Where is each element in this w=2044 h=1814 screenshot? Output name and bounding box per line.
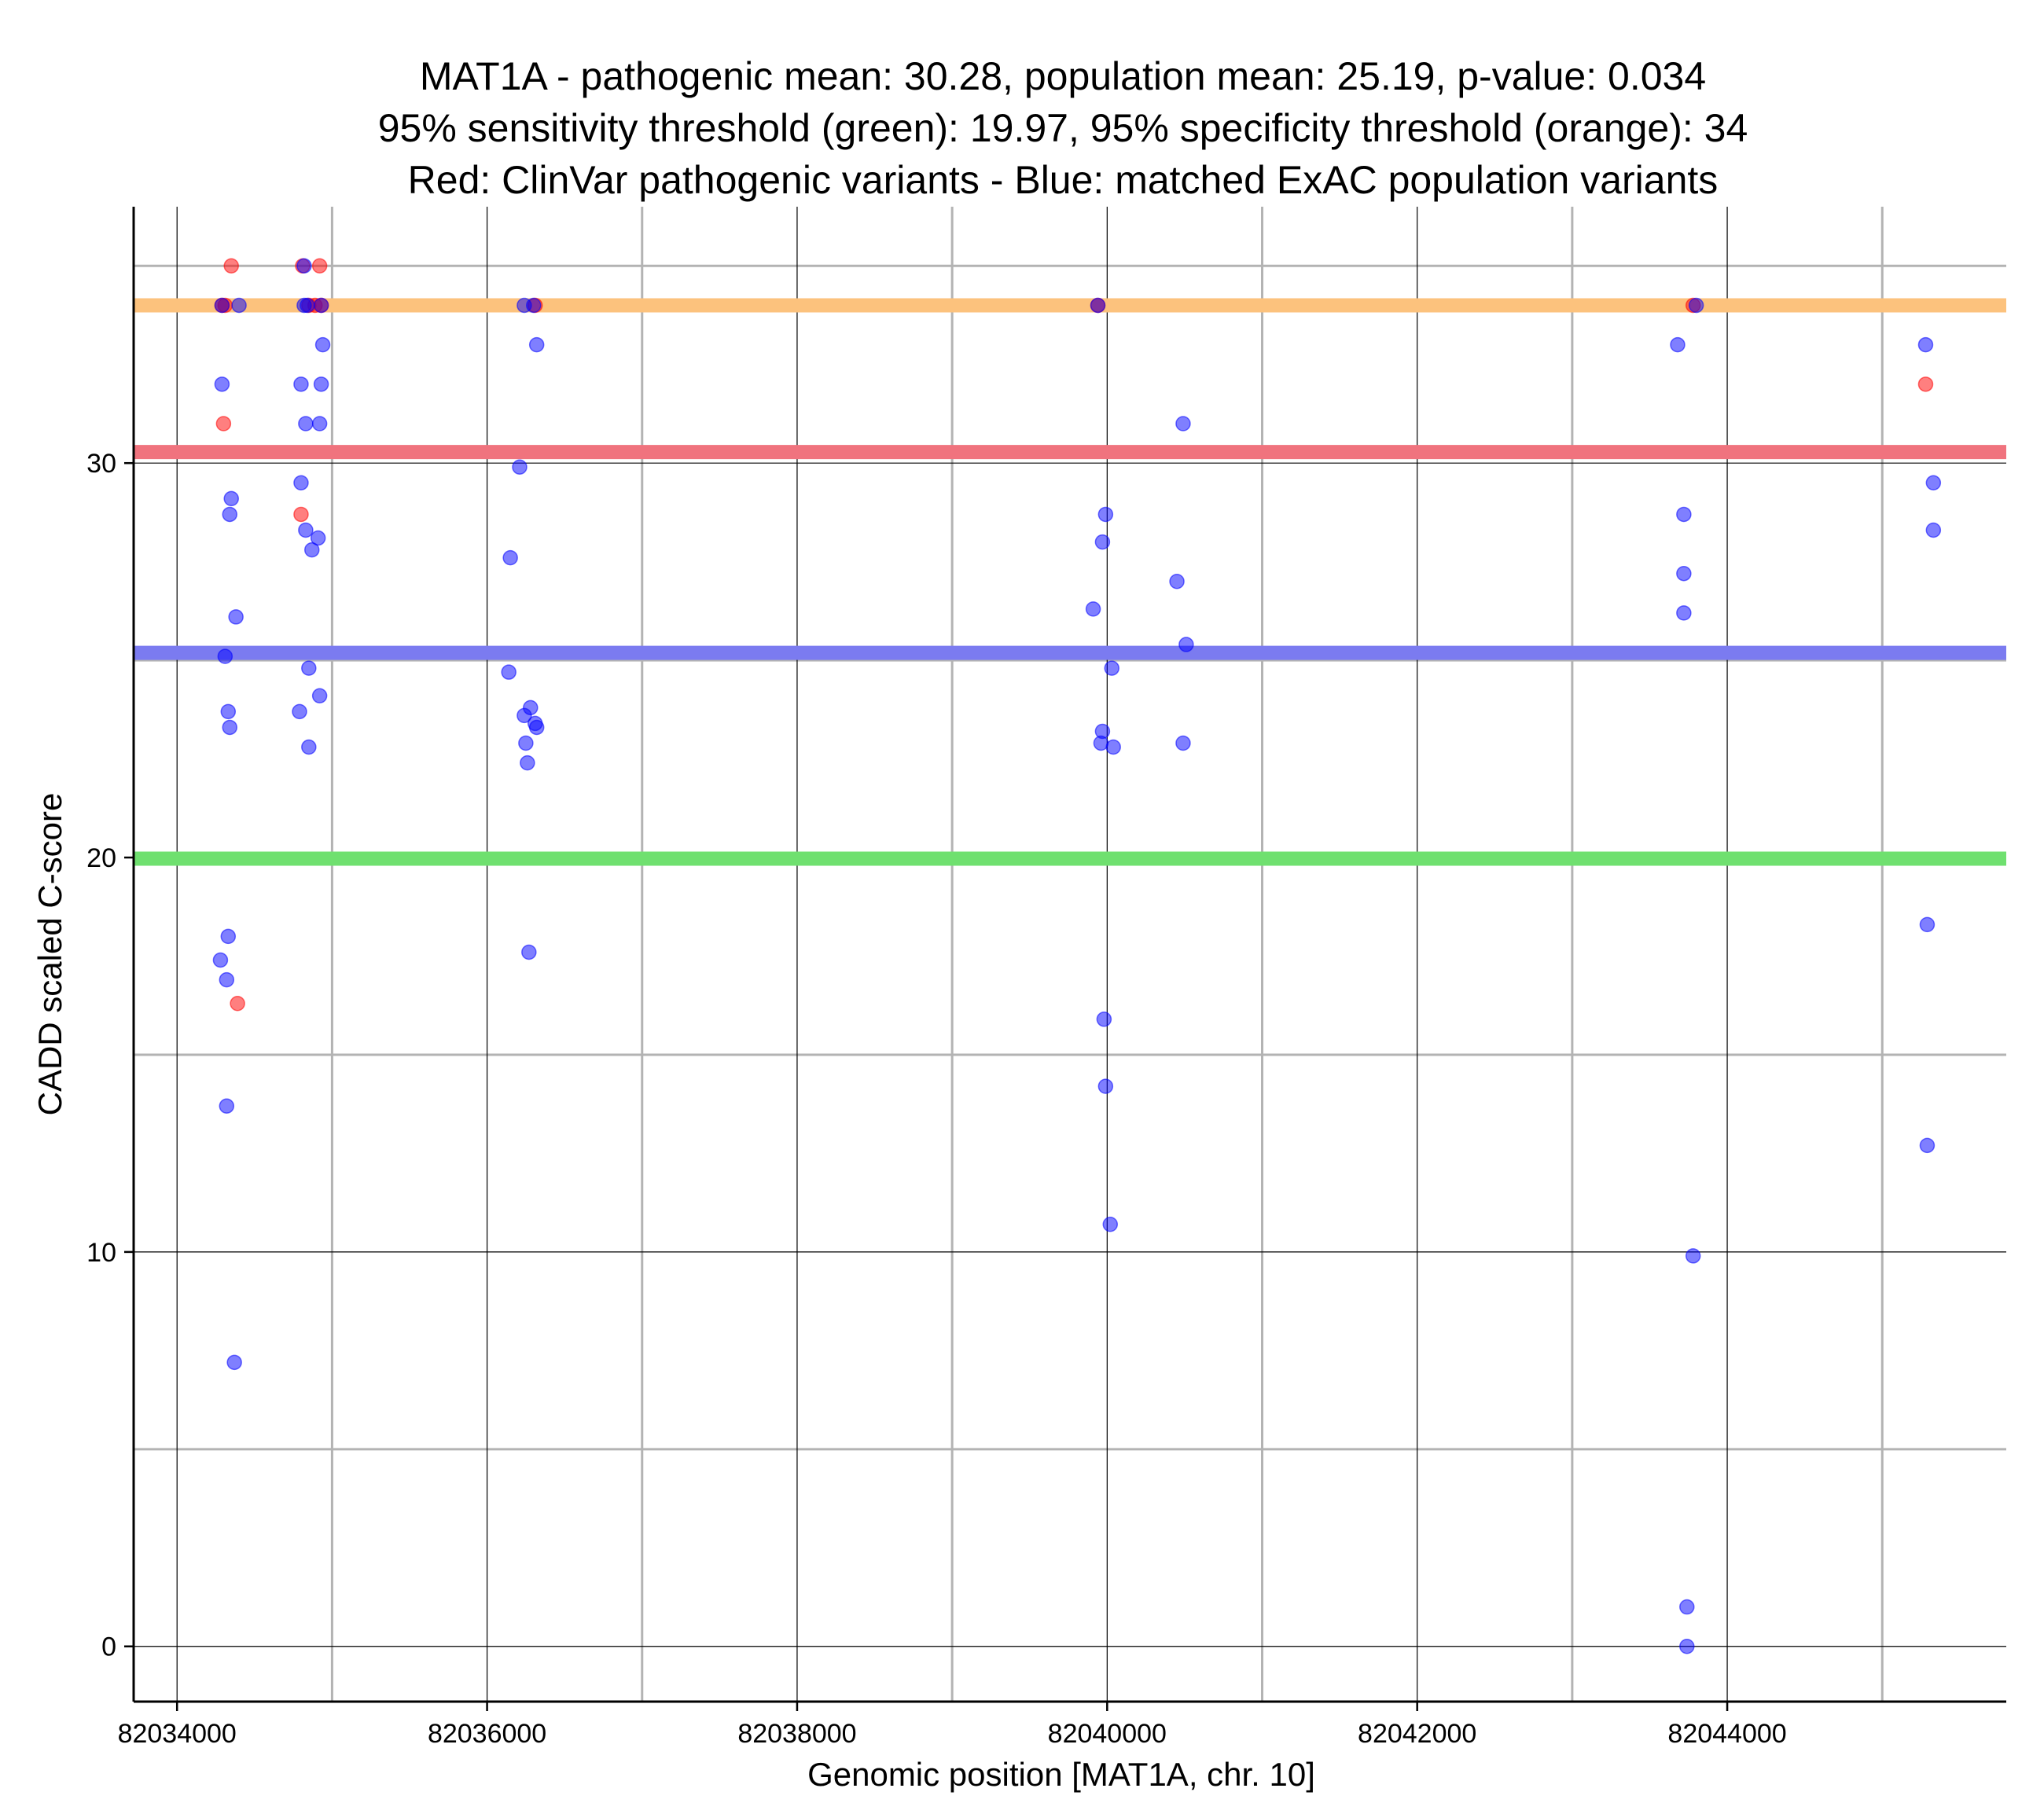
population-point	[293, 376, 309, 392]
population-point	[311, 416, 328, 431]
population-point	[1919, 916, 1936, 933]
axes	[132, 207, 2006, 1703]
x-tick-label: 82040000	[1048, 1719, 1167, 1749]
y-tick-label: 0	[101, 1632, 116, 1662]
population-point	[1676, 565, 1692, 582]
population-point	[1090, 297, 1106, 314]
chart-title: MAT1A - pathogenic mean: 30.28, populati…	[378, 54, 1748, 202]
pathogenic-point	[293, 506, 309, 523]
y-tick-label: 30	[86, 449, 116, 479]
population-point	[528, 719, 545, 736]
population-point	[212, 952, 229, 968]
title-line-1: MAT1A - pathogenic mean: 30.28, populati…	[420, 54, 1706, 98]
population-point	[1178, 637, 1194, 652]
population-point	[1917, 336, 1934, 353]
x-axis-ticks: 82034000 82036000 82038000 82040000 82042000…	[118, 1702, 1787, 1749]
population-point	[518, 735, 534, 751]
population-point	[1676, 605, 1692, 621]
population-point	[301, 660, 317, 676]
pathogenic-point	[215, 416, 232, 431]
x-tick-label: 82038000	[737, 1719, 856, 1749]
population-point	[296, 297, 312, 314]
population-point	[1096, 1012, 1112, 1027]
population-point	[1925, 522, 1942, 538]
x-tick-label: 82034000	[118, 1719, 237, 1749]
population-point	[313, 376, 329, 392]
population-point	[1175, 735, 1191, 751]
data-points	[212, 258, 1942, 1654]
population-point	[521, 944, 537, 960]
population-point	[512, 459, 528, 475]
population-point	[220, 928, 237, 945]
population-point	[222, 719, 238, 736]
y-tick-label: 10	[86, 1238, 116, 1268]
population-point	[1919, 1137, 1936, 1154]
population-point	[220, 703, 237, 720]
population-point	[314, 336, 331, 353]
population-point	[1175, 416, 1191, 431]
population-point	[214, 376, 230, 392]
x-tick-label: 82042000	[1358, 1719, 1476, 1749]
population-point	[1104, 660, 1119, 676]
population-point	[523, 700, 539, 716]
population-point	[1679, 1599, 1695, 1615]
pathogenic-point	[1917, 376, 1934, 392]
x-tick-label: 82044000	[1667, 1719, 1786, 1749]
population-point	[1097, 1078, 1114, 1094]
population-point	[311, 688, 328, 704]
population-point	[228, 609, 244, 625]
population-point	[313, 297, 329, 314]
population-point	[1094, 534, 1111, 550]
population-point	[1085, 601, 1101, 617]
population-point	[219, 1098, 235, 1114]
y-axis-ticks: 0 10 20 30	[86, 449, 134, 1662]
population-point	[1676, 506, 1692, 523]
population-point	[217, 648, 233, 664]
population-point	[1685, 1248, 1701, 1264]
y-tick-label: 20	[86, 843, 116, 873]
population-point	[1670, 336, 1686, 353]
population-point	[1102, 1217, 1119, 1232]
population-point	[304, 542, 320, 558]
title-line-2: 95% sensitivity threshold (green): 19.97…	[378, 106, 1748, 150]
population-point	[226, 1354, 242, 1371]
population-point	[1097, 506, 1114, 523]
population-point	[1688, 297, 1704, 314]
population-point	[1679, 1638, 1695, 1654]
pathogenic-point	[311, 258, 328, 274]
population-point	[298, 416, 314, 431]
y-axis-title: CADD scaled C-score	[31, 793, 68, 1116]
population-point	[296, 258, 312, 274]
population-point	[1925, 475, 1942, 491]
population-point	[223, 490, 239, 507]
population-point	[528, 336, 545, 353]
population-point	[292, 703, 307, 720]
population-point	[1105, 739, 1121, 755]
population-point	[231, 297, 247, 314]
population-point	[501, 664, 517, 680]
population-point	[214, 297, 230, 314]
population-point	[301, 739, 317, 755]
population-point	[219, 971, 235, 988]
population-point	[310, 530, 326, 546]
population-point	[298, 522, 314, 538]
x-axis-title: Genomic position [MAT1A, chr. 10]	[807, 1756, 1315, 1793]
title-line-3: Red: ClinVar pathogenic variants - Blue:…	[408, 158, 1719, 202]
x-tick-label: 82036000	[428, 1719, 546, 1749]
population-point	[517, 297, 532, 314]
population-point	[222, 506, 238, 523]
population-point	[502, 549, 518, 566]
pathogenic-point	[230, 995, 245, 1012]
population-point	[1169, 574, 1185, 589]
population-point	[520, 755, 535, 771]
pathogenic-point	[223, 258, 239, 274]
population-point	[293, 475, 309, 491]
